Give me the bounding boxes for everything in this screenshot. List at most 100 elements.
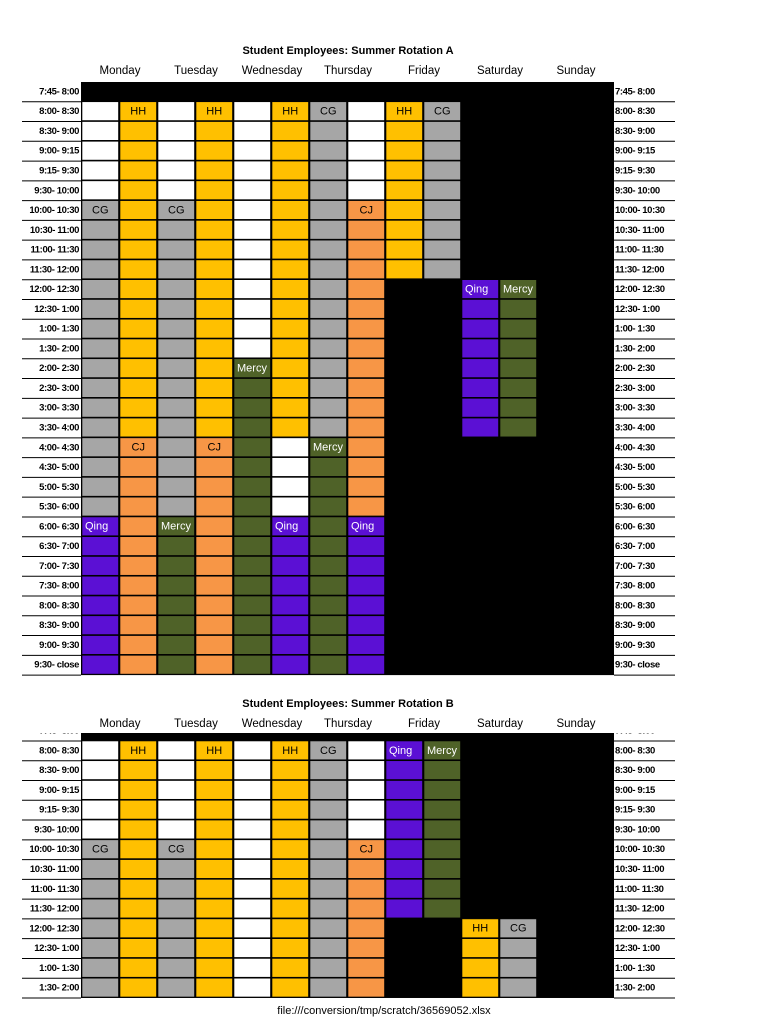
shift-cell bbox=[461, 938, 499, 958]
shift-cell bbox=[233, 799, 271, 820]
shift-cell bbox=[385, 740, 423, 761]
shift-cell bbox=[271, 635, 309, 655]
shift-cell bbox=[499, 938, 537, 958]
shift-label: CJ bbox=[208, 442, 221, 454]
shift-cell bbox=[119, 200, 157, 220]
shift-cell bbox=[271, 575, 309, 596]
time-label-left: 12:00- 12:30 bbox=[29, 284, 79, 295]
shift-cell bbox=[309, 121, 347, 141]
shift-cell bbox=[385, 819, 423, 840]
shift-cell bbox=[81, 220, 119, 240]
time-label-right: 11:00- 11:30 bbox=[615, 245, 664, 256]
shift-cell bbox=[81, 457, 119, 477]
time-label-right: 10:00- 10:30 bbox=[615, 844, 665, 855]
shift-label: Mercy bbox=[503, 283, 533, 295]
shift-cell bbox=[309, 259, 347, 279]
time-label-right: 10:30- 11:00 bbox=[615, 864, 664, 875]
shift-cell bbox=[309, 536, 347, 556]
shift-cell bbox=[119, 839, 157, 859]
shift-cell bbox=[309, 200, 347, 220]
shift-cell bbox=[81, 839, 119, 859]
shift-cell bbox=[423, 819, 461, 840]
shift-cell bbox=[195, 358, 233, 378]
shift-cell bbox=[271, 918, 309, 938]
shift-cell bbox=[233, 299, 271, 319]
time-label-right: 8:00- 8:30 bbox=[615, 106, 655, 117]
shift-cell bbox=[81, 799, 119, 820]
shift-cell bbox=[119, 220, 157, 240]
time-label-right: 12:00- 12:30 bbox=[615, 284, 665, 295]
shift-cell bbox=[157, 516, 195, 537]
shift-cell bbox=[233, 516, 271, 537]
shift-cell bbox=[233, 318, 271, 339]
shift-cell bbox=[119, 556, 157, 576]
shift-cell bbox=[195, 879, 233, 899]
shift-cell bbox=[499, 358, 537, 378]
shift-cell bbox=[385, 879, 423, 899]
shift-cell bbox=[309, 318, 347, 339]
shift-cell bbox=[423, 859, 461, 879]
shift-cell bbox=[309, 556, 347, 576]
time-label-left: 9:00- 9:15 bbox=[39, 146, 80, 157]
shift-label: HH bbox=[396, 106, 412, 118]
time-label-right: 9:00- 9:15 bbox=[615, 146, 656, 157]
time-label-left: 7:00- 7:30 bbox=[39, 561, 79, 572]
time-label-right: 11:30- 12:00 bbox=[615, 904, 664, 915]
shift-cell bbox=[119, 819, 157, 840]
shift-cell bbox=[233, 457, 271, 477]
shift-cell bbox=[347, 180, 385, 200]
time-label-left: 9:15- 9:30 bbox=[39, 165, 79, 176]
time-label-left: 8:00- 8:30 bbox=[39, 745, 79, 756]
shift-cell bbox=[309, 958, 347, 978]
shift-cell bbox=[81, 338, 119, 359]
shift-cell bbox=[309, 358, 347, 378]
shift-cell bbox=[157, 819, 195, 840]
shift-cell bbox=[309, 220, 347, 240]
shift-cell bbox=[157, 575, 195, 596]
shift-label: CG bbox=[320, 106, 337, 118]
time-label-right: 12:00- 12:30 bbox=[615, 923, 665, 934]
shift-cell bbox=[195, 457, 233, 477]
shift-cell bbox=[271, 477, 309, 497]
shift-cell bbox=[385, 259, 423, 279]
shift-cell bbox=[423, 200, 461, 220]
shift-cell bbox=[233, 879, 271, 899]
shift-cell bbox=[271, 496, 309, 517]
shift-cell bbox=[195, 101, 233, 121]
shift-cell bbox=[119, 318, 157, 339]
shift-cell bbox=[81, 477, 119, 497]
shift-cell bbox=[157, 220, 195, 240]
shift-label: Qing bbox=[275, 521, 298, 533]
shift-cell bbox=[423, 141, 461, 161]
shift-cell bbox=[233, 496, 271, 517]
shift-cell bbox=[81, 398, 119, 418]
shift-cell bbox=[309, 938, 347, 958]
shift-cell bbox=[461, 378, 499, 398]
shift-cell bbox=[347, 958, 385, 978]
shift-cell bbox=[271, 101, 309, 121]
shift-cell bbox=[119, 615, 157, 635]
time-label-right: 11:30- 12:00 bbox=[615, 264, 664, 275]
shift-cell bbox=[271, 938, 309, 958]
shift-cell bbox=[157, 977, 195, 998]
shift-cell bbox=[195, 318, 233, 339]
shift-label: HH bbox=[282, 745, 298, 757]
shift-cell bbox=[499, 338, 537, 359]
shift-cell bbox=[119, 457, 157, 477]
time-label-left: 7:45- 8:00 bbox=[39, 86, 79, 97]
time-label-left: 11:30- 12:00 bbox=[30, 264, 79, 275]
shift-label: Mercy bbox=[161, 521, 191, 533]
time-label-left: 8:30- 9:00 bbox=[39, 620, 79, 631]
shift-label: Mercy bbox=[313, 442, 343, 454]
shift-cell bbox=[423, 780, 461, 800]
shift-cell bbox=[195, 740, 233, 761]
footer: file:///conversion/tmp/scratch/36569052.… bbox=[277, 1005, 491, 1017]
shift-cell bbox=[157, 239, 195, 260]
time-label-left: 12:30- 1:00 bbox=[34, 304, 79, 315]
shift-cell bbox=[309, 575, 347, 596]
shift-cell bbox=[195, 220, 233, 240]
shift-cell bbox=[347, 417, 385, 438]
shift-cell bbox=[119, 898, 157, 919]
shift-cell bbox=[461, 398, 499, 418]
time-label-right: 9:30- 10:00 bbox=[615, 185, 660, 196]
